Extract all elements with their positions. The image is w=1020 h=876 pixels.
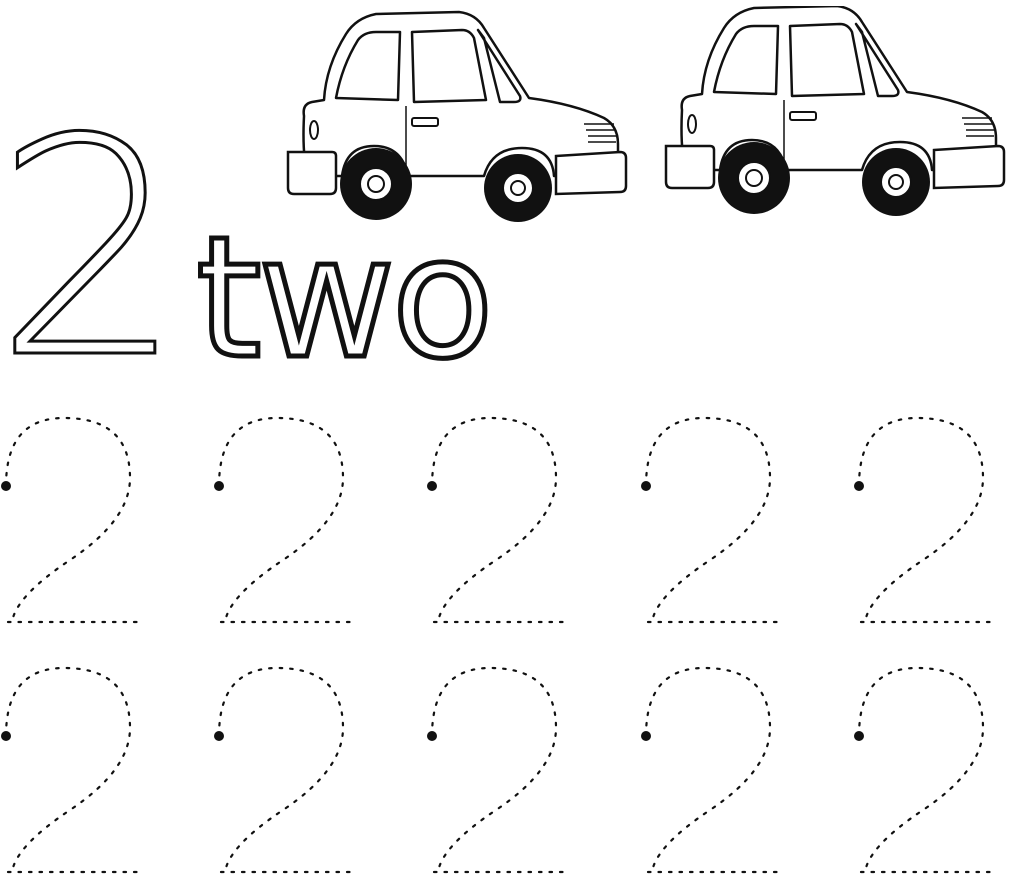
tracing-two[interactable] <box>212 666 353 874</box>
tracing-two[interactable] <box>0 416 140 624</box>
large-numeral: 2 <box>0 75 186 424</box>
tracing-two[interactable] <box>212 416 353 624</box>
tracing-grid <box>0 416 993 874</box>
tracing-two[interactable] <box>425 666 566 874</box>
number-word: two <box>193 200 496 396</box>
tracing-two[interactable] <box>425 416 566 624</box>
tracing-two[interactable] <box>639 666 780 874</box>
car-icon <box>664 6 1006 218</box>
tracing-two[interactable] <box>0 666 140 874</box>
tracing-two[interactable] <box>852 416 993 624</box>
tracing-two[interactable] <box>852 666 993 874</box>
tracing-two[interactable] <box>639 416 780 624</box>
car-icon <box>286 10 628 224</box>
